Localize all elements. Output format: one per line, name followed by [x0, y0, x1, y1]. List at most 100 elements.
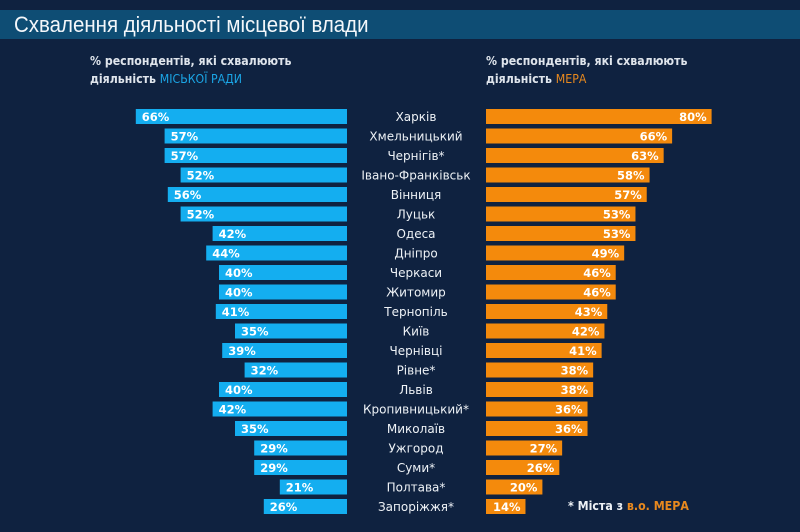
mayor-bar — [486, 284, 616, 300]
footnote-prefix: * Міста з — [568, 499, 627, 513]
city-council-value-label: 21% — [286, 481, 314, 495]
mayor-bar — [486, 304, 608, 319]
city-council-bar — [219, 265, 347, 280]
title-bar: Схвалення діяльності місцевої влади — [0, 10, 800, 39]
city-council-subtitle: % респондентів, які схвалюють діяльність… — [90, 52, 291, 88]
city-council-bar — [135, 109, 347, 124]
city-council-highlight: МІСЬКОЇ РАДИ — [159, 71, 242, 86]
city-council-bar — [222, 343, 347, 358]
mayor-value-label: 46% — [583, 286, 611, 300]
mayor-bar — [486, 109, 712, 124]
city-council-bar — [212, 226, 347, 241]
mayor-bar — [486, 421, 588, 436]
mayor-value-label: 53% — [603, 208, 631, 222]
mayor-bar — [486, 128, 673, 144]
city-label: Миколаїв — [387, 422, 445, 436]
city-council-value-label: 52% — [187, 169, 215, 183]
city-council-value-label: 40% — [225, 286, 253, 300]
mayor-value-label: 38% — [561, 364, 589, 378]
mayor-value-label: 57% — [614, 188, 642, 202]
city-label: Чернівці — [390, 344, 443, 358]
city-council-bar — [254, 460, 347, 475]
city-label: Житомир — [386, 286, 446, 300]
mayor-value-label: 80% — [679, 110, 707, 124]
mayor-value-label: 53% — [603, 227, 631, 241]
city-label: Запоріжжя* — [378, 500, 454, 514]
city-council-value-label: 35% — [241, 422, 269, 436]
city-council-bar — [235, 421, 347, 436]
city-label: Тернопіль — [383, 305, 447, 319]
city-council-bar — [279, 479, 347, 495]
city-label: Луцьк — [397, 208, 436, 222]
city-council-bar — [235, 323, 347, 339]
mayor-bar — [486, 343, 602, 358]
city-council-value-label: 26% — [270, 500, 298, 514]
city-label: Чернігів* — [387, 149, 444, 163]
city-label: Івано-Франківськ — [361, 169, 470, 183]
mayor-bar — [486, 479, 543, 495]
city-label: Хмельницький — [369, 130, 462, 144]
city-label: Харків — [396, 110, 437, 124]
mayor-value-label: 46% — [583, 266, 611, 280]
city-council-value-label: 29% — [260, 461, 288, 475]
city-council-bar — [219, 382, 347, 397]
city-council-value-label: 57% — [171, 149, 199, 163]
mayor-highlight: МЕРА — [555, 71, 587, 86]
mayor-bar — [486, 167, 650, 183]
mayor-value-label: 43% — [575, 305, 603, 319]
city-council-value-label: 35% — [241, 325, 269, 339]
city-council-bar — [180, 167, 347, 183]
city-label: Рівне* — [397, 364, 436, 378]
mayor-value-label: 36% — [555, 422, 583, 436]
city-council-value-label: 56% — [174, 188, 202, 202]
city-label: Дніпро — [394, 247, 437, 261]
city-council-bar — [215, 304, 347, 319]
city-council-value-label: 44% — [212, 247, 240, 261]
city-council-value-label: 42% — [219, 227, 247, 241]
mayor-value-label: 66% — [640, 130, 668, 144]
city-council-value-label: 29% — [260, 442, 288, 456]
mayor-bar — [486, 323, 605, 339]
city-label: Суми* — [397, 461, 435, 475]
mayor-bar — [486, 440, 563, 456]
city-label: Вінниця — [391, 188, 441, 202]
city-council-subtitle-line1: % респондентів, які схвалюють — [90, 53, 292, 68]
city-council-value-label: 42% — [219, 403, 247, 417]
mayor-bar — [486, 460, 560, 475]
mayor-value-label: 26% — [527, 461, 555, 475]
city-council-bar — [263, 499, 347, 514]
mayor-value-label: 41% — [569, 344, 597, 358]
mayor-bar — [486, 226, 636, 241]
city-label: Черкаси — [390, 266, 442, 280]
city-council-bar — [164, 148, 347, 163]
mayor-value-label: 58% — [617, 169, 645, 183]
city-council-bar — [219, 284, 347, 300]
mayor-bar — [486, 401, 588, 417]
city-council-value-label: 52% — [187, 208, 215, 222]
city-council-value-label: 41% — [222, 305, 250, 319]
city-council-value-label: 32% — [251, 364, 279, 378]
city-label: Київ — [403, 325, 430, 339]
footnote: * Міста з в.о. МЕРА — [568, 499, 689, 513]
mayor-bar — [486, 382, 594, 397]
city-council-subtitle-prefix: діяльність — [90, 71, 160, 86]
mayor-value-label: 63% — [631, 149, 659, 163]
mayor-bar — [486, 206, 636, 222]
mayor-subtitle-line2: діяльність МЕРА — [486, 70, 687, 88]
mayor-bar — [486, 148, 664, 163]
city-label: Ужгород — [388, 442, 443, 456]
city-council-bar — [206, 245, 347, 261]
mayor-value-label: 38% — [561, 383, 589, 397]
mayor-subtitle: % респондентів, які схвалюють діяльність… — [486, 52, 687, 88]
city-council-subtitle-line2: діяльність МІСЬКОЇ РАДИ — [90, 70, 291, 88]
city-label: Львів — [399, 383, 433, 397]
mayor-subtitle-line1: % респондентів, які схвалюють — [486, 53, 688, 68]
mayor-bar — [486, 362, 594, 378]
mayor-bar — [486, 499, 526, 514]
mayor-value-label: 20% — [510, 481, 538, 495]
city-label: Кропивницький* — [363, 403, 469, 417]
city-council-bar — [254, 440, 347, 456]
mayor-bar — [486, 187, 647, 202]
city-council-bar — [180, 206, 347, 222]
